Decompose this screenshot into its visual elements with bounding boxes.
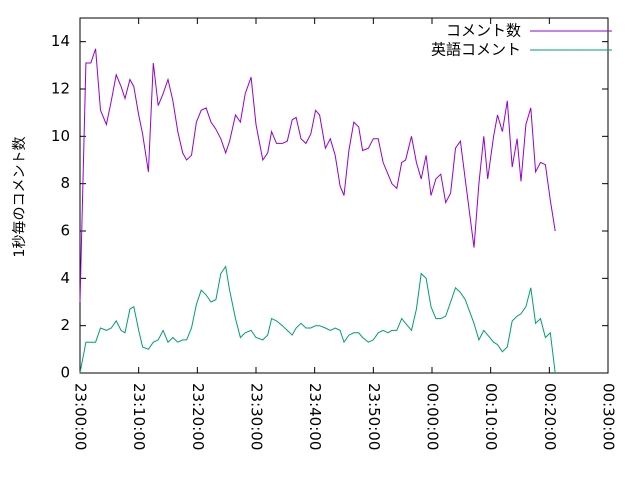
x-tick-label: 23:30:00 [248, 383, 266, 450]
y-tick-label: 4 [60, 269, 70, 287]
x-tick-label: 23:50:00 [365, 383, 383, 450]
y-tick-label: 14 [51, 32, 70, 50]
y-axis-label: 1秒毎のコメント数 [12, 137, 28, 258]
x-tick-label: 23:40:00 [306, 383, 324, 450]
y-tick-label: 0 [60, 364, 70, 382]
plot-border [79, 17, 609, 374]
x-tick-label: 00:10:00 [482, 383, 500, 450]
y-tick-label: 8 [60, 174, 70, 192]
series-line [79, 48, 556, 303]
x-tick-label: 23:20:00 [189, 383, 207, 450]
y-tick-label: 12 [51, 80, 70, 98]
x-tick-label: 23:10:00 [130, 383, 148, 450]
x-tick-label: 00:20:00 [541, 383, 559, 450]
legend-label: 英語コメント [431, 41, 521, 59]
x-tick-label: 23:00:00 [72, 383, 90, 450]
y-tick-label: 10 [51, 127, 70, 145]
series-line [79, 265, 556, 374]
x-tick-label: 00:30:00 [600, 383, 618, 450]
x-tick-label: 00:00:00 [424, 383, 442, 450]
legend-label: コメント数 [446, 22, 521, 40]
y-tick-label: 6 [60, 222, 70, 240]
y-tick-label: 2 [60, 316, 70, 334]
